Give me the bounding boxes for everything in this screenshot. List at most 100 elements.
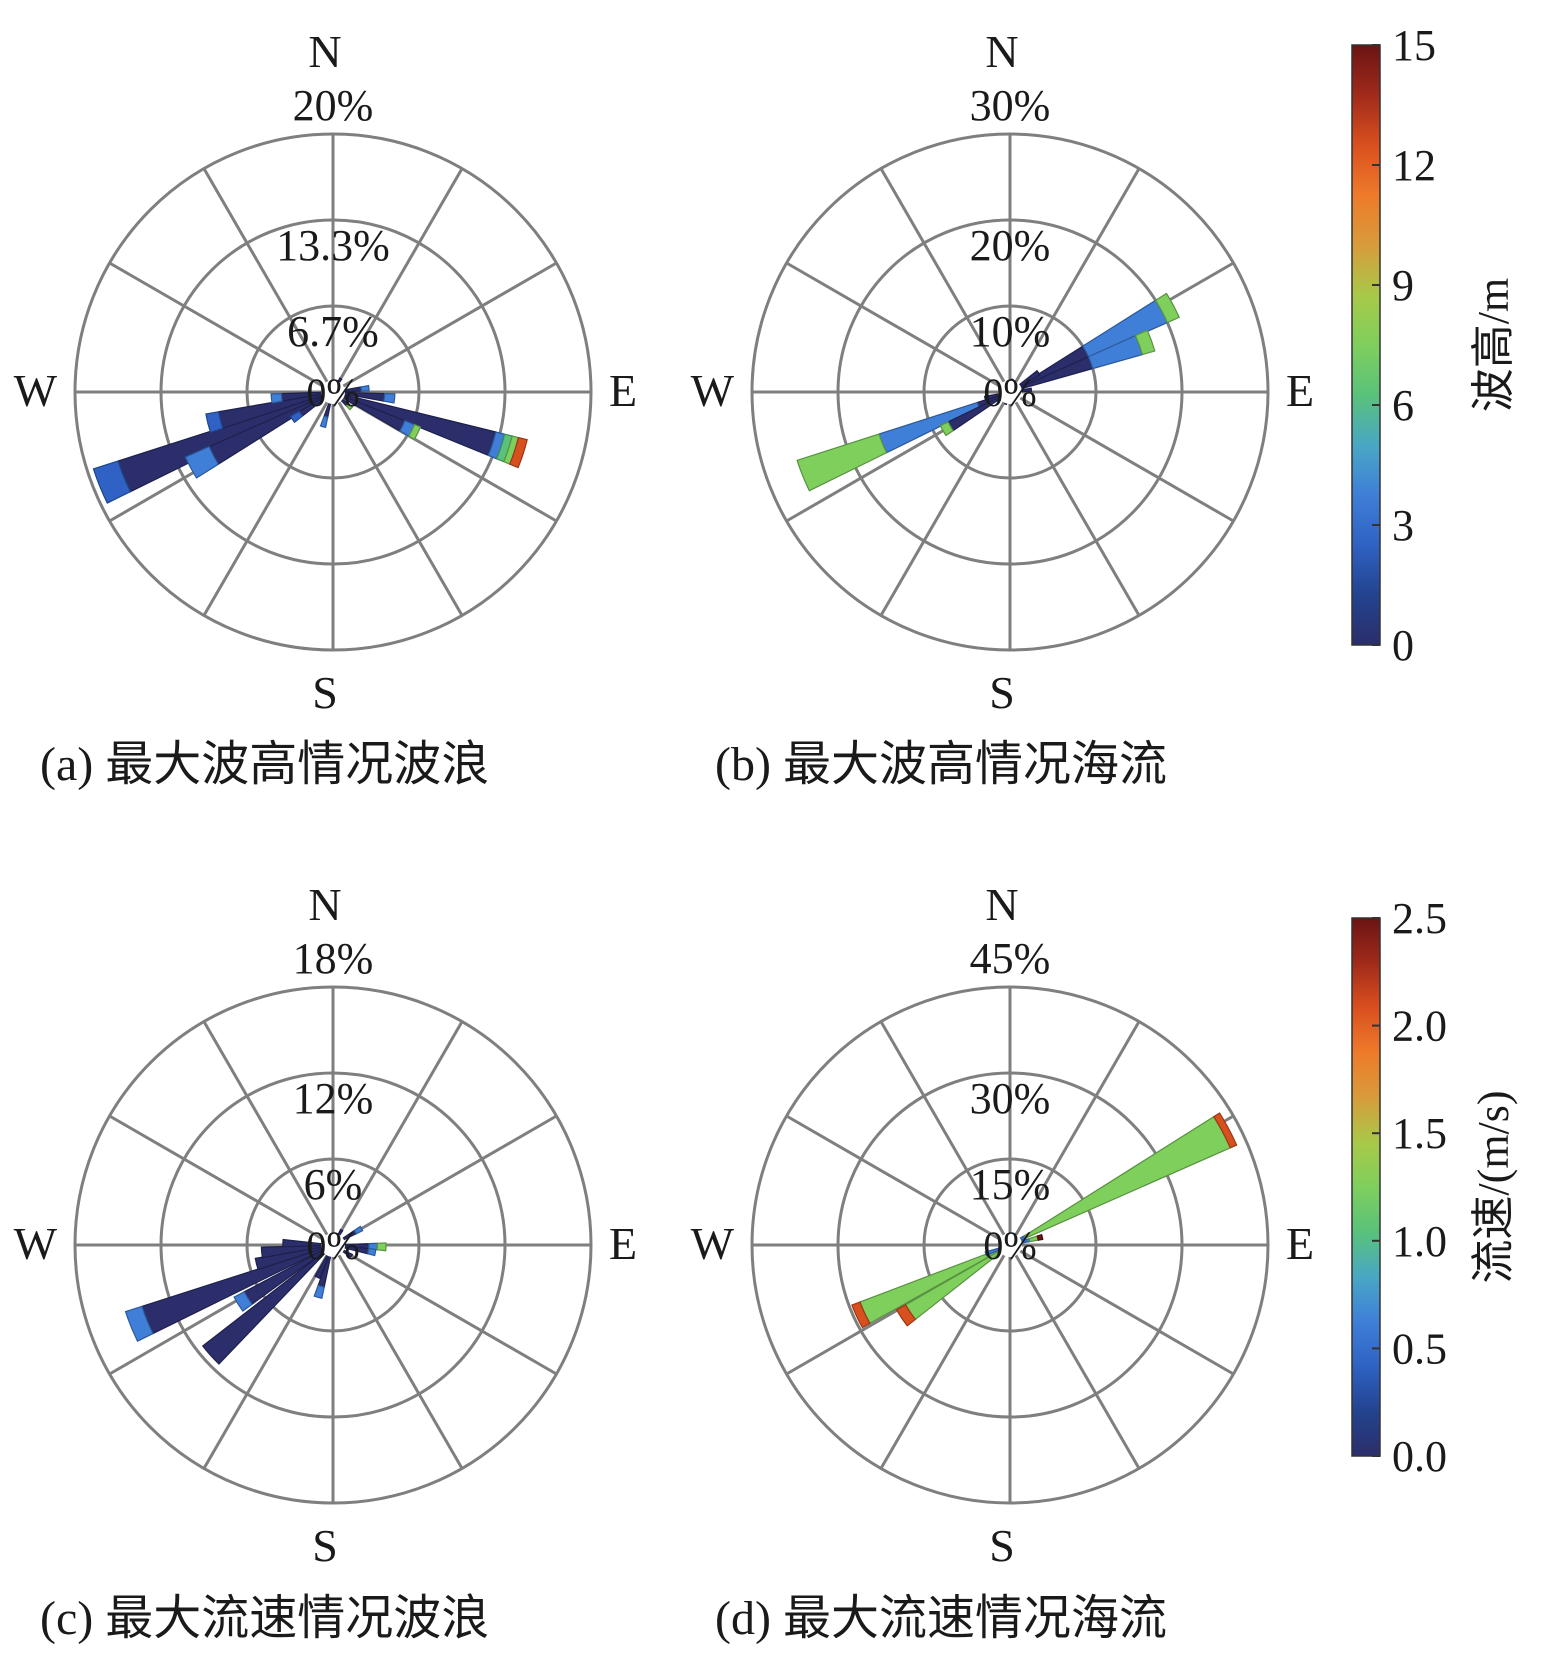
rose-petal: [345, 403, 354, 411]
radial-gridline: [1008, 391, 1141, 617]
direction-label-n: N: [985, 879, 1018, 930]
rose-petal: [1134, 329, 1156, 356]
radial-tick-label: 12%: [293, 1074, 374, 1123]
direction-label-e: E: [1286, 365, 1314, 416]
radial-tick-label: 20%: [970, 221, 1051, 270]
rose-petal: [319, 415, 329, 429]
rose-petal: [939, 421, 954, 437]
radial-tick-label: 10%: [970, 307, 1051, 356]
rose-petal: [205, 411, 224, 434]
radial-tick-label: 30%: [970, 81, 1051, 130]
radial-tick-label: 30%: [970, 1074, 1051, 1123]
rose-petal: [254, 1244, 334, 1271]
colorbar-gradient: [1351, 44, 1381, 646]
direction-label-w: W: [691, 1218, 735, 1269]
rose-petal: [407, 423, 422, 441]
rose-petal: [353, 1225, 364, 1235]
radial-ring: [159, 218, 507, 566]
radial-ring: [245, 304, 421, 480]
radial-gridline: [1008, 1244, 1141, 1470]
center-label: 0%: [983, 370, 1036, 415]
radial-tick-label: 20%: [293, 81, 374, 130]
radial-gridline: [331, 391, 464, 617]
radial-gridline: [879, 391, 1012, 617]
rose-petal: [878, 401, 980, 454]
rose-petal: [1036, 1233, 1044, 1241]
radial-tick-label: 6.7%: [287, 307, 379, 356]
direction-label-s: S: [312, 1520, 338, 1571]
radial-ring: [836, 1071, 1184, 1419]
rose-petal: [383, 393, 396, 404]
radial-gridline: [331, 1244, 464, 1470]
colorbar-tick-label: 2.0: [1392, 1002, 1447, 1051]
rose-petal: [367, 1247, 377, 1257]
panel-caption: (b) 最大波高情况海流: [715, 738, 1167, 791]
rose-petal: [1023, 1115, 1232, 1239]
direction-label-n: N: [308, 879, 341, 930]
rose-petal: [1212, 1112, 1238, 1149]
radial-gridline: [879, 1244, 1012, 1470]
radial-ring: [750, 132, 1270, 652]
radial-gridline: [332, 261, 558, 394]
rose-petal: [360, 384, 370, 392]
radial-gridline: [331, 1020, 464, 1246]
rose-petal: [895, 1304, 917, 1327]
radial-ring: [73, 132, 593, 652]
radial-gridline: [331, 167, 464, 393]
colorbar-tick-label: 9: [1392, 261, 1414, 310]
radial-tick-label: 15%: [970, 1160, 1051, 1209]
direction-label-e: E: [609, 365, 637, 416]
radial-ring: [836, 218, 1184, 566]
colorbar-tick-label: 6: [1392, 381, 1414, 430]
radial-gridline: [1008, 1020, 1141, 1246]
rose-petal: [260, 1244, 334, 1259]
panel-caption: (a) 最大波高情况波浪: [40, 738, 489, 791]
rose-petal: [184, 445, 220, 479]
rose-panel-a: 0% 6.7% 13.3% 20%N E S W (a) 最大波高情况波浪: [14, 26, 638, 791]
colorbar-1: 0 3 6 9 12 15 波高/m: [1351, 21, 1518, 670]
direction-label-e: E: [1286, 1218, 1314, 1269]
radial-gridline: [879, 1020, 1012, 1246]
radial-gridline: [202, 167, 335, 393]
radial-gridline: [1009, 390, 1235, 523]
radial-tick-label: 6%: [304, 1160, 363, 1209]
colorbar-tick-label: 0.5: [1392, 1324, 1447, 1373]
radial-tick-label: 18%: [293, 934, 374, 983]
colorbar-tick-label: 15: [1392, 21, 1436, 70]
center-hole: [321, 1233, 345, 1257]
radial-gridline: [108, 1114, 334, 1247]
radial-tick-label: 13.3%: [276, 221, 390, 270]
rose-petal: [796, 433, 888, 492]
rose-petal: [201, 1244, 334, 1365]
direction-label-w: W: [691, 365, 735, 416]
colorbar-tick-label: 3: [1392, 501, 1414, 550]
colorbar-2: 0.0 0.5 1.0 1.5 2.0 2.5 流速/(m/s): [1351, 894, 1518, 1481]
colorbar-tick-label: 12: [1392, 141, 1436, 190]
panel-caption: (c) 最大流速情况波浪: [40, 1592, 489, 1645]
center-hole: [321, 380, 345, 404]
radial-tick-label: 45%: [970, 934, 1051, 983]
rose-panel-b: 0% 10% 20% 30%N E S W (b) 最大波高情况海流: [691, 26, 1315, 791]
direction-label-n: N: [985, 26, 1018, 77]
colorbar-tick-label: 0.0: [1392, 1432, 1447, 1481]
direction-label-n: N: [308, 26, 341, 77]
colorbar-tick-label: 2.5: [1392, 894, 1447, 943]
radial-gridline: [202, 1020, 335, 1246]
radial-ring: [750, 985, 1270, 1505]
colorbar-tick-label: 1.5: [1392, 1109, 1447, 1158]
radial-gridline: [202, 391, 335, 617]
radial-gridline: [202, 1244, 335, 1470]
rose-petal: [289, 410, 304, 424]
center-label: 0%: [306, 370, 359, 415]
rose-petal: [270, 393, 283, 404]
colorbar-gradient: [1351, 917, 1381, 1457]
rose-panel-c: 0% 6% 12% 18%N E S W (c) 最大流速情况波浪: [14, 879, 638, 1645]
radial-ring: [922, 304, 1098, 480]
direction-label-s: S: [312, 667, 338, 718]
rose-petal: [508, 436, 528, 469]
colorbar-label: 流速/(m/s): [1469, 1090, 1518, 1283]
direction-label-s: S: [989, 667, 1015, 718]
radial-gridline: [108, 261, 334, 394]
center-hole: [998, 1233, 1022, 1257]
